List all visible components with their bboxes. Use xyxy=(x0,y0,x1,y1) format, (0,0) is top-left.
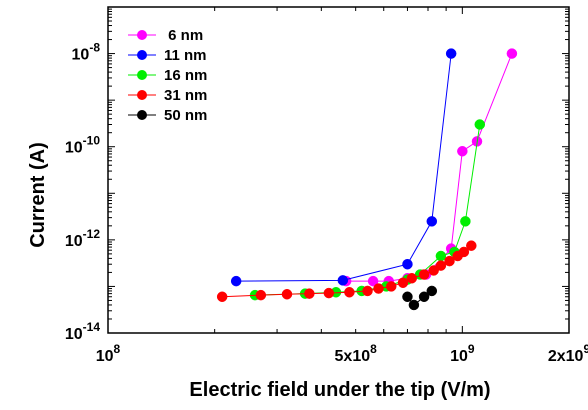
series-group xyxy=(230,48,457,287)
x-tick-label: 5x108 xyxy=(335,342,378,365)
legend-marker xyxy=(137,50,147,60)
data-point xyxy=(323,287,335,299)
series-group xyxy=(216,240,477,303)
data-point xyxy=(362,285,373,297)
data-point xyxy=(344,286,355,298)
data-point xyxy=(428,265,439,276)
data-point xyxy=(444,255,455,267)
data-point xyxy=(337,275,349,286)
data-point xyxy=(445,48,457,59)
legend-marker xyxy=(137,70,147,80)
series-group xyxy=(402,285,438,311)
y-tick-label: 10-10 xyxy=(65,134,100,157)
data-point xyxy=(281,288,293,300)
legend-marker xyxy=(137,90,147,100)
data-point xyxy=(255,289,267,301)
legend-label: 11 nm xyxy=(164,47,207,64)
x-tick-label: 109 xyxy=(450,342,475,365)
y-axis-title: Current (A) xyxy=(27,142,49,248)
data-point xyxy=(397,277,409,288)
series-line xyxy=(346,53,513,282)
legend-marker xyxy=(137,110,147,120)
data-point xyxy=(474,119,486,130)
data-point xyxy=(418,291,430,303)
legend-label: 16 nm xyxy=(164,67,207,84)
y-tick-label: 10-8 xyxy=(72,41,101,64)
data-point xyxy=(367,275,379,287)
data-point xyxy=(435,250,447,262)
data-point xyxy=(402,258,413,270)
legend-label: 6 nm xyxy=(164,27,203,44)
data-point xyxy=(426,216,438,227)
data-point xyxy=(385,281,397,292)
data-point xyxy=(458,246,470,258)
x-axis-title: Electric field under the tip (V/m) xyxy=(189,379,490,401)
data-point xyxy=(506,48,518,59)
data-point xyxy=(304,288,315,299)
data-point xyxy=(460,216,471,227)
plot-frame xyxy=(107,6,570,334)
x-tick-label: 108 xyxy=(96,342,121,365)
series-group xyxy=(249,119,486,301)
data-point xyxy=(435,260,447,271)
series-line xyxy=(236,53,452,282)
series-line xyxy=(254,124,481,296)
legend-marker xyxy=(137,30,147,40)
series-group xyxy=(340,48,518,287)
y-tick-label: 10-12 xyxy=(65,227,100,250)
data-point xyxy=(408,299,420,311)
data-point xyxy=(402,291,413,303)
data-point xyxy=(466,240,477,251)
data-point xyxy=(373,283,384,294)
y-tick-label: 10-14 xyxy=(65,320,100,343)
data-point xyxy=(426,285,438,297)
x-tick-label: 2x109 xyxy=(548,342,588,365)
data-point xyxy=(216,291,228,303)
data-point xyxy=(457,145,468,157)
data-point xyxy=(406,272,418,284)
legend-label: 50 nm xyxy=(164,107,207,124)
data-point xyxy=(230,275,242,287)
data-point xyxy=(418,269,430,280)
legend-label: 31 nm xyxy=(164,87,207,104)
